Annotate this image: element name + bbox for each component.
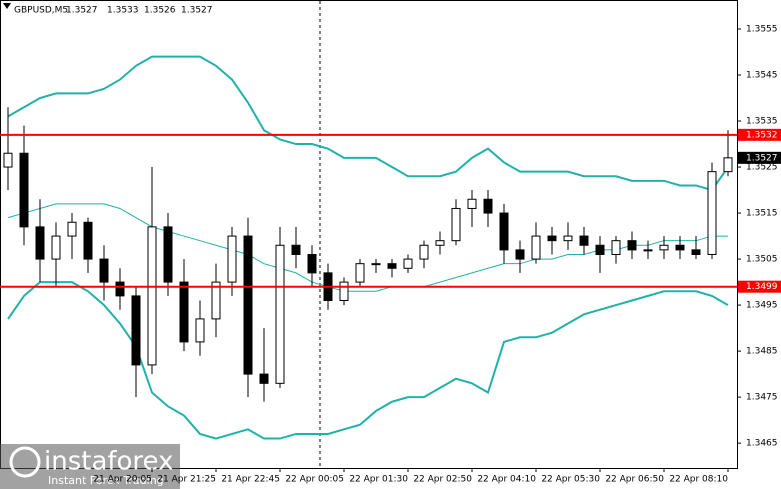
candle-body bbox=[227, 235, 237, 283]
candle-body bbox=[35, 226, 45, 260]
ohlc-open: 1.3527 bbox=[66, 6, 98, 16]
candle-body bbox=[419, 244, 429, 260]
candle-body bbox=[19, 152, 29, 228]
y-tick-label: 1.3495 bbox=[746, 301, 778, 311]
candle-body bbox=[675, 244, 685, 251]
y-tick-label: 1.3485 bbox=[746, 347, 778, 357]
candle-body bbox=[515, 249, 525, 260]
candle-body bbox=[147, 226, 157, 366]
candle-body bbox=[291, 244, 301, 255]
x-tick-label: 22 Apr 05:30 bbox=[541, 475, 600, 485]
level-label-bg bbox=[738, 128, 781, 141]
last-price-label: 1.3527 bbox=[746, 153, 778, 163]
candle-body bbox=[371, 263, 381, 266]
watermark-brand: instaforex bbox=[44, 447, 173, 477]
candle-body bbox=[195, 318, 205, 343]
candle-body bbox=[707, 171, 717, 255]
level-label: 1.3499 bbox=[746, 282, 778, 292]
band-middle bbox=[7, 203, 728, 292]
level-label-bg bbox=[738, 280, 781, 293]
candle-body bbox=[403, 258, 413, 269]
candle-body bbox=[275, 244, 285, 384]
candle-body bbox=[723, 157, 733, 173]
candle-body bbox=[483, 198, 493, 214]
x-tick-label: 22 Apr 00:05 bbox=[285, 475, 344, 485]
y-tick-label: 1.3545 bbox=[746, 71, 778, 81]
header-icon bbox=[3, 3, 11, 9]
candle-body bbox=[211, 281, 221, 320]
y-tick-label: 1.3555 bbox=[746, 24, 778, 34]
candle-body bbox=[131, 295, 141, 366]
band-lower bbox=[7, 281, 729, 440]
x-tick-label: 22 Apr 06:50 bbox=[605, 475, 664, 485]
candle-body bbox=[3, 152, 13, 168]
y-tick-label: 1.3475 bbox=[746, 393, 778, 403]
candle-body bbox=[355, 263, 365, 283]
band-upper bbox=[7, 55, 729, 192]
candle-body bbox=[387, 263, 397, 269]
candle-body bbox=[643, 249, 653, 252]
candle-body bbox=[563, 235, 573, 242]
y-tick-label: 1.3535 bbox=[746, 117, 778, 127]
candle-body bbox=[115, 281, 125, 297]
candle-body bbox=[259, 373, 269, 384]
x-tick-label: 21 Apr 20:05 bbox=[93, 475, 152, 485]
watermark-logo bbox=[9, 446, 41, 478]
candle-body bbox=[339, 281, 349, 301]
candle-body bbox=[499, 212, 509, 251]
y-tick-label: 1.3465 bbox=[746, 439, 778, 449]
candle-body bbox=[611, 240, 621, 255]
candle-body bbox=[435, 240, 445, 246]
watermark-bg bbox=[0, 444, 180, 489]
x-tick-label: 22 Apr 01:30 bbox=[349, 475, 408, 485]
plot-frame bbox=[0, 0, 738, 469]
candle-body bbox=[531, 235, 541, 260]
candle-body bbox=[243, 235, 253, 375]
level-label: 1.3532 bbox=[746, 130, 778, 140]
x-tick-label: 22 Apr 02:50 bbox=[413, 475, 472, 485]
candle-body bbox=[691, 249, 701, 255]
candle-body bbox=[99, 258, 109, 283]
candle-body bbox=[451, 207, 461, 242]
marks bbox=[3, 55, 733, 440]
candle-body bbox=[51, 235, 61, 260]
x-tick-label: 21 Apr 22:45 bbox=[221, 475, 280, 485]
candle-body bbox=[307, 253, 317, 274]
candle-body bbox=[67, 221, 77, 237]
ohlc-close: 1.3527 bbox=[181, 6, 213, 16]
y-tick-label: 1.3505 bbox=[746, 255, 778, 265]
x-tick-label: 22 Apr 08:10 bbox=[669, 475, 728, 485]
ohlc-low: 1.3526 bbox=[144, 6, 176, 16]
watermark: instaforex Instant Forex Trading bbox=[0, 444, 180, 489]
candle-body bbox=[179, 281, 189, 343]
y-tick-label: 1.3515 bbox=[746, 209, 778, 219]
last-price-bg bbox=[738, 151, 781, 164]
y-tick-label: 1.3525 bbox=[746, 163, 778, 173]
x-tick-label: 21 Apr 21:25 bbox=[157, 475, 216, 485]
candle-body bbox=[659, 244, 669, 251]
candle-body bbox=[83, 221, 93, 260]
candle-body bbox=[627, 240, 637, 251]
x-tick-label: 22 Apr 04:10 bbox=[477, 475, 536, 485]
candle-body bbox=[163, 226, 173, 283]
candle-body bbox=[547, 235, 557, 242]
candle-body bbox=[595, 244, 605, 255]
candle-body bbox=[467, 198, 477, 209]
candle-body bbox=[579, 235, 589, 246]
watermark-tagline: Instant Forex Trading bbox=[48, 474, 164, 487]
chart-title: GBPUSD,M5 bbox=[14, 6, 68, 16]
ohlc-high: 1.3533 bbox=[107, 6, 139, 16]
